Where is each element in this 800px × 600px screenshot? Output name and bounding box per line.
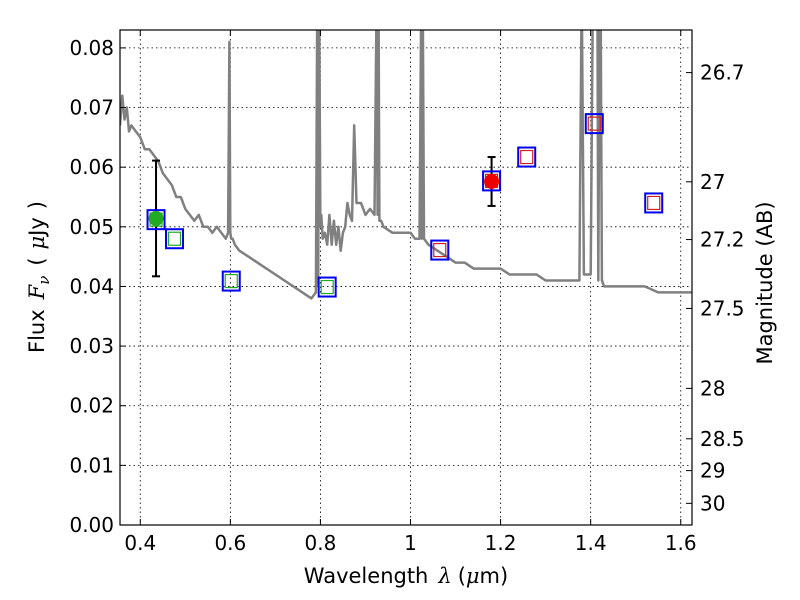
- measurement-layer: [148, 173, 500, 226]
- y-tick-label: 0.06: [69, 155, 114, 179]
- x-axis-ticks: 0.4 0.6 0.8 1 1.2 1.4 1.6: [124, 30, 697, 555]
- x-axis-title-prefix: Wavelength: [304, 564, 429, 588]
- y-tick-label: 0.05: [69, 215, 114, 239]
- y-tick-label: 0.03: [69, 334, 114, 358]
- y2-tick-label: 28.5: [700, 427, 745, 451]
- measurement-point: [484, 173, 500, 189]
- y2-tick-label: 26.7: [700, 61, 745, 85]
- x-tick-label: 1: [404, 531, 417, 555]
- plot-background: [120, 30, 692, 525]
- y-tick-label: 0.00: [69, 513, 114, 537]
- y-tick-label: 0.07: [69, 96, 114, 120]
- filter-box-inner: [224, 273, 238, 289]
- filter-box-inner: [320, 279, 334, 295]
- y2-tick-label: 29: [700, 459, 725, 483]
- y-tick-label: 0.08: [69, 36, 114, 60]
- y2-tick-label: 27.5: [700, 296, 745, 320]
- measurement-point: [148, 210, 164, 226]
- plot-frame: [119, 29, 693, 526]
- filter-box-outer: [584, 113, 604, 135]
- y-axis-title-paren-open: (: [25, 257, 49, 265]
- x-tick-label: 1.6: [665, 531, 697, 555]
- x-axis-title: Wavelength λ (μm): [304, 564, 508, 588]
- filter-box-outer: [644, 192, 664, 214]
- filter-box-outer: [146, 209, 166, 231]
- plot-area: [120, 30, 692, 300]
- filter-box-inner: [167, 231, 182, 246]
- x-axis-title-unit-open: (: [458, 564, 466, 588]
- x-tick-label: 0.6: [214, 531, 246, 555]
- x-axis-title-unit-mu: μ: [466, 564, 480, 588]
- filter-box-inner: [433, 242, 447, 258]
- filter-box-outer: [482, 170, 502, 192]
- x-tick-label: 0.4: [124, 531, 156, 555]
- y-axis-title-unit-mu: μ: [25, 236, 49, 250]
- y-axis-title-unit-rest: Jy: [25, 217, 49, 238]
- filter-box-inner: [520, 149, 534, 165]
- y-axis-title: Flux Fν ( μJy): [25, 201, 53, 353]
- y2-axis-title: Magnitude (AB): [753, 201, 777, 364]
- filter-box-layer: [146, 113, 664, 298]
- x-tick-label: 1.4: [575, 531, 607, 555]
- filter-box-outer: [221, 270, 241, 292]
- y-tick-label: 0.01: [69, 453, 114, 477]
- model-sed-line: [120, 30, 692, 300]
- y-axis-title-symbol: F: [25, 283, 49, 300]
- y-tick-label: 0.04: [69, 274, 114, 298]
- filter-box-inner: [587, 116, 601, 131]
- y-axis-title-prefix: Flux: [25, 309, 49, 353]
- x-axis-title-unit-rest: m): [480, 564, 509, 588]
- filter-box-inner: [647, 195, 661, 211]
- y2-tick-label: 30: [700, 491, 725, 515]
- x-axis-title-symbol: λ: [437, 564, 451, 588]
- y2-tick-label: 27.2: [700, 228, 745, 252]
- y-axis-ticks: 0.00 0.01 0.02 0.03 0.04 0.05 0.06 0.07 0.08: [69, 36, 126, 537]
- y2-tick-label: 28: [700, 376, 725, 400]
- filter-box-outer: [517, 146, 537, 168]
- filter-box-outer: [164, 228, 184, 250]
- x-tick-label: 0.8: [305, 531, 337, 555]
- y-axis-title-paren-close: ): [25, 201, 49, 209]
- x-tick-label: 1.2: [485, 531, 517, 555]
- y2-tick-label: 27: [700, 170, 725, 194]
- filter-box-outer: [317, 276, 337, 298]
- y2-axis-ticks: 26.7 27 27.2 27.5 28 28.5 29 30: [686, 61, 745, 515]
- filter-box-outer: [430, 239, 450, 261]
- y-tick-label: 0.02: [69, 394, 114, 418]
- y-axis-title-subscript: ν: [35, 276, 53, 285]
